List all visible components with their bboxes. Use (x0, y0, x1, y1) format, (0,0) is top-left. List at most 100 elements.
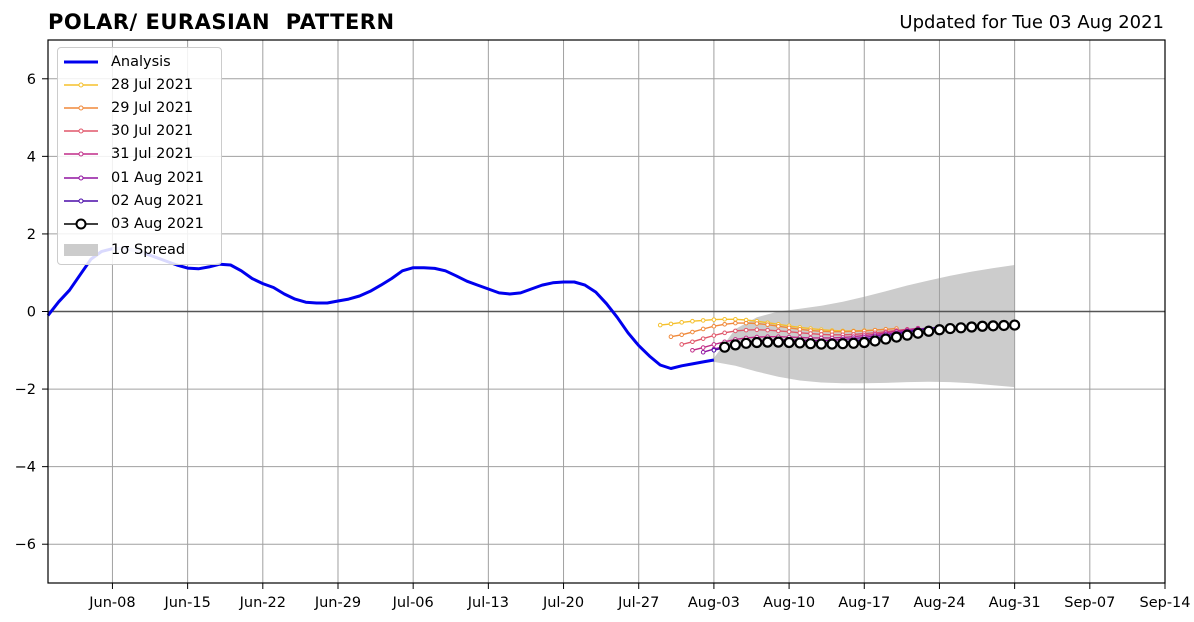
series-29-jul-2021-point (711, 323, 717, 329)
series-29-jul-2021-point (733, 320, 738, 326)
series-03-aug-2021-point (837, 338, 849, 350)
legend-symbol-31-jul (64, 151, 98, 157)
legend-label-31-jul: 31 Jul 2021 (111, 146, 194, 162)
series-31-jul-2021-point (700, 345, 706, 350)
series-03-aug-2021-point (998, 319, 1010, 332)
series-03-aug-2021-point (804, 338, 817, 350)
legend-symbol-30-jul (64, 128, 98, 134)
series-29-jul-2021-point (786, 325, 792, 331)
legend-item-spread: 1σ Spread (58, 240, 223, 260)
x-tick-label: Aug-31 (989, 595, 1041, 611)
series-30-jul-2021-point (786, 329, 792, 334)
legend-item-28-jul: 28 Jul 2021 (58, 75, 223, 95)
series-29-jul-2021 (670, 322, 897, 338)
x-tick-label: Sep-07 (1064, 595, 1115, 611)
legend-item-analysis: Analysis (58, 52, 223, 72)
legend-symbol-spread (64, 244, 98, 256)
legend-label-01-aug: 01 Aug 2021 (111, 170, 204, 186)
series-29-jul-2021-point (743, 320, 749, 326)
x-tick-label: Sep-14 (1139, 595, 1190, 611)
series-30-jul-2021-point (711, 333, 717, 338)
series-30-jul-2021-point (722, 330, 727, 336)
series-28-jul-2021-point (722, 316, 727, 322)
series-03-aug-2021-point (783, 336, 795, 349)
chart-title: POLAR/ EURASIAN PATTERN (48, 10, 395, 34)
legend-item-02-aug: 02 Aug 2021 (58, 191, 223, 211)
legend-item-01-aug: 01 Aug 2021 (58, 168, 223, 188)
x-tick-label: Aug-10 (763, 595, 815, 611)
series-29-jul-2021-point (754, 321, 760, 326)
series-03-aug-2021-point (869, 335, 881, 347)
series-29-jul-2021-point (690, 329, 695, 335)
y-tick-label: 2 (27, 227, 36, 243)
series-31-jul-2021-point (690, 347, 695, 353)
legend-symbol-02-aug (64, 198, 98, 204)
y-tick-label: −4 (15, 460, 36, 476)
series-30-jul-2021-point (679, 342, 684, 347)
y-tick-label: 6 (27, 72, 36, 88)
series-03-aug-2021-point (751, 336, 763, 349)
series-03-aug-2021-point (815, 338, 827, 350)
legend-label-28-jul: 28 Jul 2021 (111, 77, 194, 93)
x-tick-label: Jul-20 (542, 595, 584, 611)
y-tick-label: −2 (15, 382, 36, 398)
series-28-jul-2021-point (668, 321, 674, 327)
x-tick-label: Jun-08 (88, 595, 135, 611)
legend-label-30-jul: 30 Jul 2021 (111, 123, 194, 139)
series-30-jul-2021-point (733, 328, 738, 334)
x-tick-label: Jul-13 (467, 595, 509, 611)
legend-label-analysis: Analysis (111, 54, 171, 70)
series-03-aug-2021-point (772, 336, 784, 348)
legend-symbol-28-jul (64, 82, 98, 88)
x-tick-label: Aug-03 (688, 595, 740, 611)
series-03-aug-2021-point (944, 322, 956, 335)
series-03-aug-2021-point (976, 320, 989, 332)
series-30-jul-2021-point (754, 327, 760, 333)
legend-symbol-analysis (64, 60, 98, 64)
y-tick-label: 4 (27, 149, 36, 165)
updated-date: Updated for Tue 03 Aug 2021 (899, 12, 1164, 33)
series-03-aug-2021-point (719, 341, 731, 353)
series-03-aug-2021-point (880, 333, 892, 345)
series-28-jul-2021-point (700, 318, 706, 323)
series-30-jul-2021-point (690, 339, 695, 345)
legend-item-31-jul: 31 Jul 2021 (58, 144, 223, 164)
series-31-jul-2021-point (711, 342, 717, 347)
series-03-aug-2021-point (847, 337, 860, 349)
legend-label-spread: 1σ Spread (111, 242, 186, 258)
x-tick-label: Jun-29 (314, 595, 361, 611)
series-03-aug-2021-point (955, 322, 967, 334)
series-28-jul-2021-point (657, 322, 663, 328)
legend-item-30-jul: 30 Jul 2021 (58, 121, 223, 141)
legend-symbol-29-jul (64, 105, 98, 111)
series-03-aug-2021-point (966, 321, 978, 333)
series-03-aug-2021-point (826, 338, 838, 350)
x-tick-label: Jul-06 (392, 595, 434, 611)
series-03-aug-2021-point (762, 336, 774, 348)
series-29-jul-2021-point (679, 332, 684, 338)
legend-symbol-01-aug (64, 175, 98, 181)
series-03-aug-2021-point (794, 337, 806, 349)
series-03-aug-2021-point (987, 320, 999, 332)
legend-item-29-jul: 29 Jul 2021 (58, 98, 223, 118)
series-30-jul-2021-point (797, 330, 803, 336)
series-30-jul-2021 (681, 328, 908, 346)
legend-symbol-03-aug (64, 218, 98, 230)
y-tick-label: −6 (15, 537, 36, 553)
legend-item-03-aug: 03 Aug 2021 (58, 214, 223, 234)
x-tick-label: Jun-15 (163, 595, 210, 611)
series-03-aug-2021-point (1009, 319, 1021, 331)
x-tick-label: Jul-27 (617, 595, 659, 611)
series-28-jul-2021-point (733, 316, 738, 322)
series-03-aug-2021-point (923, 325, 935, 337)
series-30-jul-2021-point (776, 328, 781, 334)
series-29-jul-2021-point (776, 323, 781, 329)
series-03-aug-2021-point (912, 327, 924, 339)
series-01-aug-2021-point (700, 349, 706, 355)
series-28-jul-2021-point (690, 318, 695, 324)
series-30-jul-2021-point (700, 336, 706, 341)
x-tick-label: Aug-17 (838, 595, 890, 611)
legend-label-03-aug: 03 Aug 2021 (111, 216, 204, 232)
x-tick-label: Jun-22 (239, 595, 286, 611)
